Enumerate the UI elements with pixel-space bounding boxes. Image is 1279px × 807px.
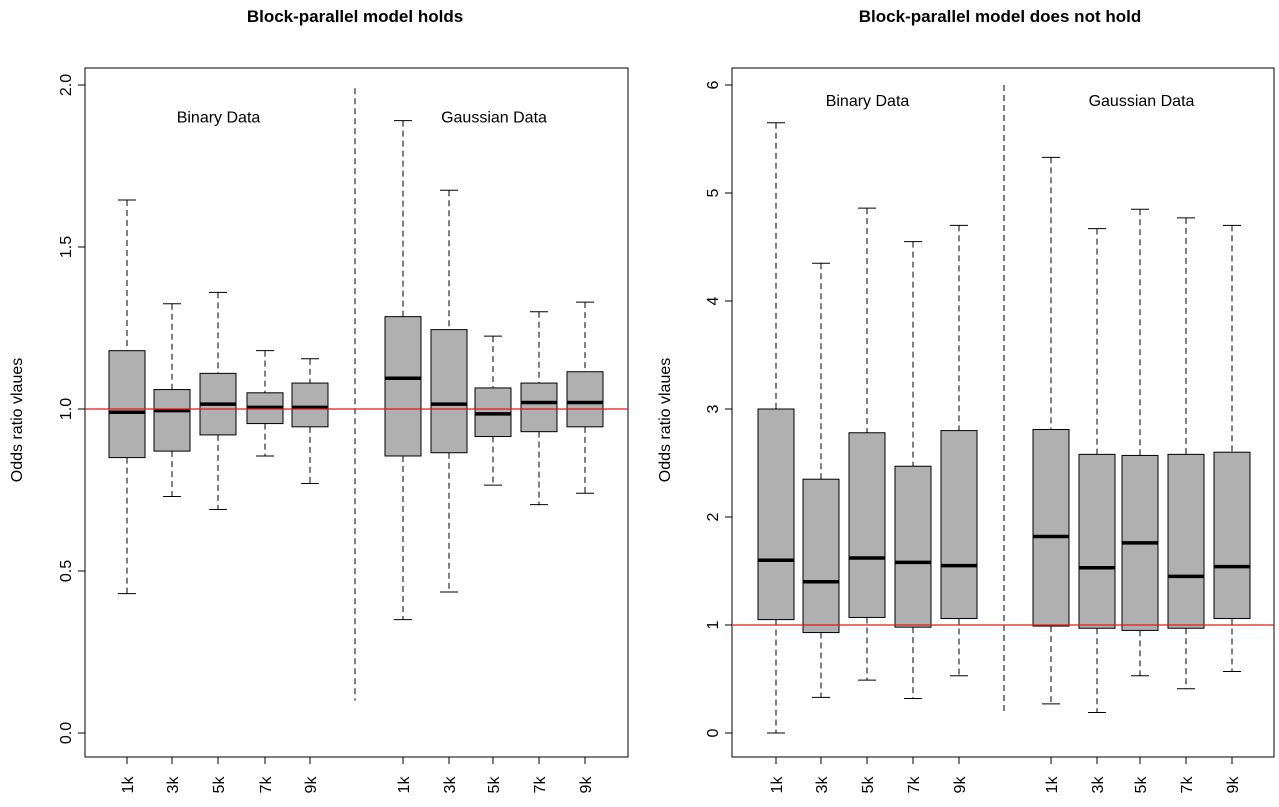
left-y-axis-label: Odds ratio vlaues: [9, 358, 26, 483]
iqr-box: [291, 382, 329, 428]
right-y-tick-label: 4: [705, 296, 722, 305]
iqr-box: [940, 430, 978, 620]
right-y-tick-label: 2: [705, 512, 722, 521]
right-box-3k: [1078, 228, 1116, 713]
left-box-5k: [474, 335, 512, 486]
left-y-tick-label: 0.5: [58, 560, 75, 582]
iqr-box: [384, 316, 422, 457]
left-box-1k: [384, 120, 422, 621]
right-group-label: Binary Data: [826, 93, 910, 110]
left-box-9k: [291, 358, 329, 485]
iqr-box: [757, 408, 795, 621]
right-x-tick-label: 5k: [860, 776, 877, 794]
left-x-tick-label: 9k: [303, 776, 320, 794]
right-box-3k: [802, 262, 840, 698]
left-y-tick-label: 2.0: [58, 74, 75, 96]
left-box-7k: [246, 350, 284, 457]
right-box-1k: [757, 122, 795, 734]
left-box-3k: [430, 189, 468, 593]
right-group-label: Gaussian Data: [1089, 93, 1195, 110]
right-y-tick-label: 6: [705, 80, 722, 89]
right-x-tick-label: 5k: [1133, 776, 1150, 794]
iqr-box: [520, 382, 558, 433]
right-y-tick-label: 1: [705, 620, 722, 629]
right-chart-title: Block-parallel model does not hold: [859, 7, 1141, 26]
right-box-9k: [1213, 224, 1251, 672]
left-y-tick-label: 1.5: [58, 236, 75, 258]
left-x-tick-label: 5k: [486, 776, 503, 794]
right-x-tick-label: 1k: [1044, 776, 1061, 794]
iqr-box: [430, 329, 468, 454]
right-x-tick-label: 3k: [814, 776, 831, 794]
left-box-1k: [108, 199, 146, 595]
iqr-box: [1032, 429, 1070, 627]
left-x-tick-label: 7k: [258, 776, 275, 794]
right-chart-panel: Block-parallel model does not hold Odds …: [657, 7, 1275, 794]
left-group-label: Gaussian Data: [441, 109, 547, 126]
right-x-tick-label: 1k: [769, 776, 786, 794]
left-y-tick-label: 0.0: [58, 722, 75, 744]
iqr-box: [894, 465, 932, 628]
iqr-box: [566, 371, 604, 428]
iqr-box: [848, 432, 886, 618]
left-y-tick-label: 1.0: [58, 398, 75, 420]
left-x-tick-label: 1k: [120, 776, 137, 794]
right-y-axis-label: Odds ratio vlaues: [657, 358, 674, 483]
left-chart-title: Block-parallel model holds: [247, 7, 463, 26]
right-y-tick-label: 3: [705, 404, 722, 413]
left-box-3k: [153, 303, 191, 497]
left-x-tick-label: 3k: [165, 776, 182, 794]
left-group-label: Binary Data: [177, 109, 261, 126]
right-x-tick-label: 9k: [1225, 776, 1242, 794]
iqr-box: [108, 350, 146, 459]
iqr-box: [1213, 451, 1251, 620]
right-box-7k: [1167, 217, 1205, 690]
left-x-tick-label: 9k: [578, 776, 595, 794]
iqr-box: [1167, 453, 1205, 629]
left-box-9k: [566, 301, 604, 494]
left-x-tick-label: 1k: [396, 776, 413, 794]
right-box-9k: [940, 224, 978, 677]
left-box-5k: [199, 291, 237, 510]
iqr-box: [1078, 453, 1116, 629]
right-box-7k: [894, 241, 932, 699]
left-x-tick-label: 3k: [442, 776, 459, 794]
right-box-5k: [848, 207, 886, 681]
left-x-tick-label: 7k: [532, 776, 549, 794]
right-y-tick-label: 0: [705, 728, 722, 737]
left-chart-panel: Block-parallel model holds Odds ratio vl…: [9, 7, 629, 794]
left-plot-frame: [84, 67, 629, 758]
right-x-tick-label: 7k: [906, 776, 923, 794]
left-box-7k: [520, 311, 558, 506]
iqr-box: [153, 389, 191, 452]
right-x-tick-label: 3k: [1090, 776, 1107, 794]
left-x-tick-label: 5k: [211, 776, 228, 794]
right-plot-frame: [731, 67, 1275, 758]
right-box-1k: [1032, 156, 1070, 705]
right-x-tick-label: 7k: [1179, 776, 1196, 794]
right-box-5k: [1121, 208, 1159, 677]
right-x-tick-label: 9k: [952, 776, 969, 794]
right-y-tick-label: 5: [705, 188, 722, 197]
iqr-box: [802, 478, 840, 634]
